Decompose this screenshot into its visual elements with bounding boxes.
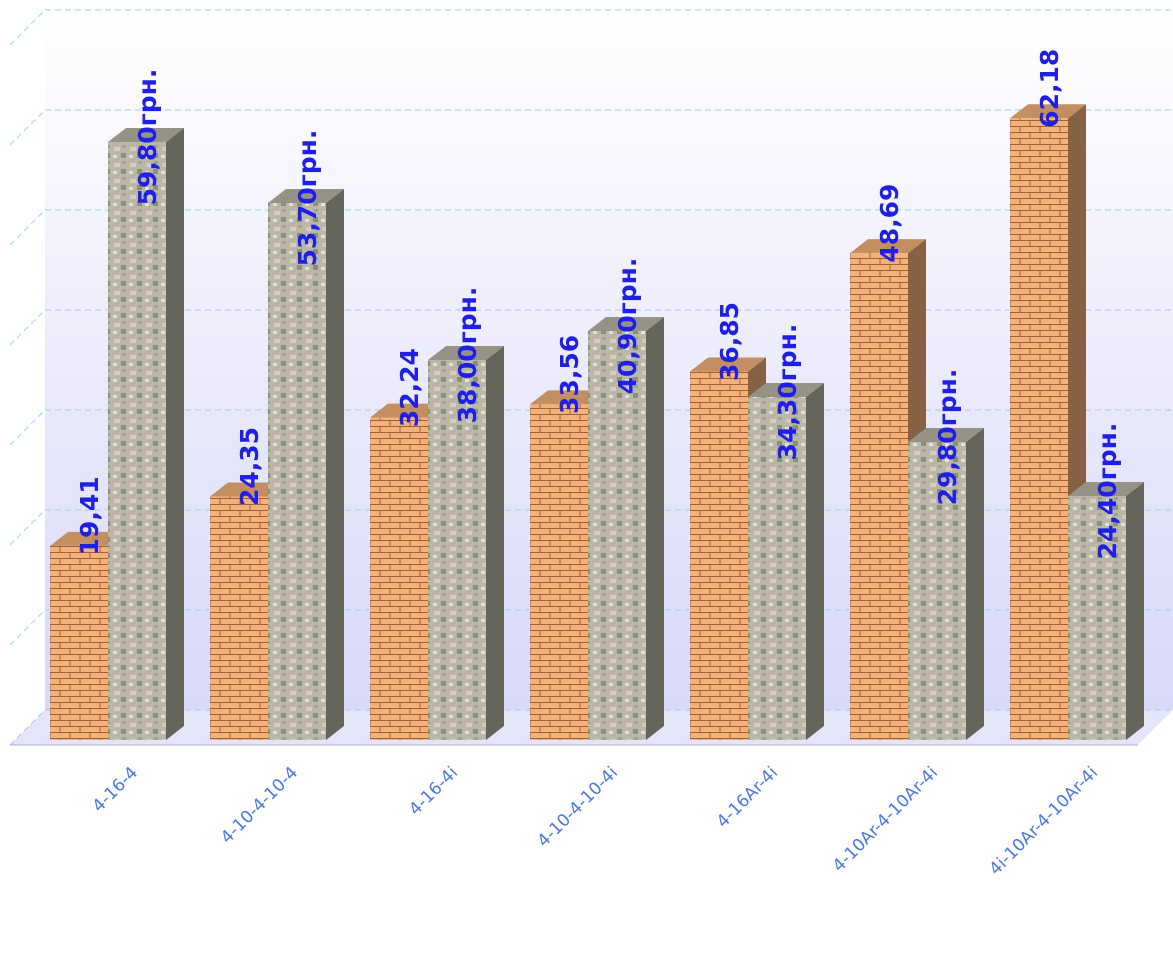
x-tick-label: 4-10-4-10-4 <box>217 763 302 848</box>
bar-front <box>268 203 326 740</box>
value-label: 32,24 <box>395 348 424 427</box>
grid-side <box>9 509 46 546</box>
value-label: 48,69 <box>875 184 904 263</box>
bar-top <box>850 239 926 254</box>
bar-top <box>530 390 606 405</box>
bar-top <box>268 189 344 203</box>
bar-top <box>210 482 286 497</box>
grid-side <box>9 709 46 746</box>
grid-side <box>9 209 46 246</box>
bar-front <box>1010 118 1068 740</box>
grid-side <box>9 409 46 446</box>
bar-front <box>108 142 166 740</box>
bar-top <box>908 428 984 442</box>
bar-front <box>210 496 268 740</box>
value-label: 34,30грн. <box>773 324 802 461</box>
bar-front <box>370 417 428 740</box>
x-tick-label: 4-10Ar-4-10Ar-4i <box>829 763 942 876</box>
grid-side <box>9 9 46 46</box>
grid-line <box>9 109 1173 146</box>
x-tick-label: 4-16-4i <box>405 763 462 820</box>
bar-top <box>428 346 504 360</box>
x-tick-label: 4-16Ar-4i <box>713 763 782 832</box>
value-label: 59,80грн. <box>133 69 162 206</box>
bar-side <box>806 383 824 740</box>
x-tick-label: 4-10-4-10-4i <box>534 763 622 851</box>
bar-front <box>908 442 966 740</box>
grid-side <box>9 609 46 646</box>
bar <box>748 383 824 740</box>
bar <box>908 428 984 740</box>
x-tick-label: 4i-10Ar-4-10Ar-4i <box>986 763 1103 880</box>
bar-front <box>748 397 806 740</box>
bar-front <box>428 360 486 740</box>
bar-front <box>1068 496 1126 740</box>
value-label: 24,40грн. <box>1093 423 1122 560</box>
bar-side <box>326 189 344 740</box>
bar-top <box>1010 104 1086 119</box>
bar-side <box>1126 482 1144 740</box>
value-label: 38,00грн. <box>453 287 482 424</box>
bar-side <box>646 317 664 740</box>
value-label: 62,18 <box>1035 49 1064 128</box>
grid-line <box>9 209 1173 246</box>
bar-front <box>50 545 108 740</box>
bar <box>588 317 664 740</box>
grid-side <box>9 309 46 346</box>
value-label: 29,80грн. <box>933 369 962 506</box>
value-label: 19,41 <box>75 476 104 555</box>
bar <box>428 346 504 740</box>
grid-line <box>9 309 1173 346</box>
grid-side <box>9 109 46 146</box>
bar-side <box>166 128 184 740</box>
bar-side <box>486 346 504 740</box>
bar-top <box>690 357 766 372</box>
bar <box>1068 482 1144 740</box>
bar <box>108 128 184 740</box>
bar-top <box>1068 482 1144 496</box>
value-label: 24,35 <box>235 427 264 506</box>
bar-front <box>530 404 588 740</box>
value-label: 36,85 <box>715 302 744 381</box>
bar-front <box>588 331 646 740</box>
bar-top <box>370 403 446 418</box>
bar-top <box>588 317 664 331</box>
value-label: 33,56 <box>555 335 584 414</box>
bar <box>268 189 344 740</box>
bar-top <box>50 531 126 546</box>
bar-front <box>850 253 908 740</box>
grid-line <box>9 9 1173 46</box>
bar-front <box>690 371 748 740</box>
x-tick-label: 4-16-4 <box>89 763 142 816</box>
bar-top <box>748 383 824 397</box>
value-label: 40,90грн. <box>613 258 642 395</box>
value-label: 53,70грн. <box>293 130 322 267</box>
bar-top <box>108 128 184 142</box>
bar-side <box>966 428 984 740</box>
